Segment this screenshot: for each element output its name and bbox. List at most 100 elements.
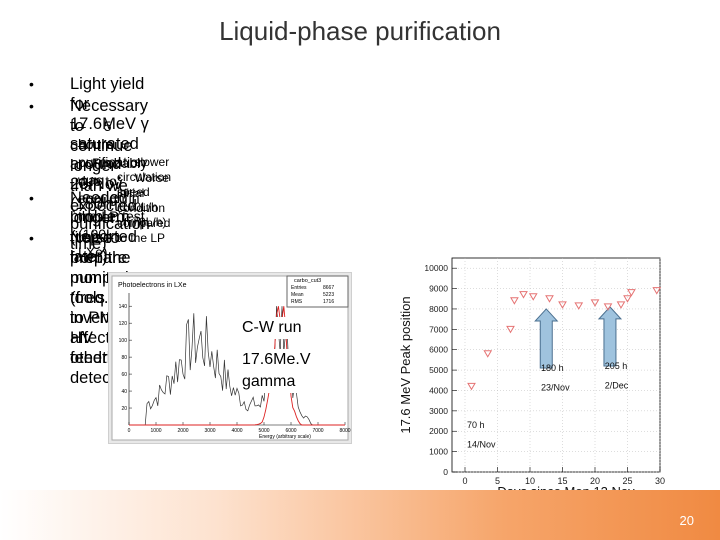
plot-annotation: 70 h	[467, 420, 485, 430]
data-point	[558, 301, 567, 309]
bullet-marker: –	[78, 137, 86, 153]
hist-x-tick-label: 0	[128, 428, 131, 434]
y-tick-label: 4000	[429, 385, 448, 395]
hist-x-tick-label: 2000	[177, 428, 188, 434]
y-axis-label: 17.6 MeV Peak position	[398, 296, 413, 433]
data-point	[467, 382, 476, 391]
y-tick-label: 2000	[429, 426, 448, 436]
y-tick-label: 5000	[429, 365, 448, 375]
page-number: 20	[679, 513, 694, 528]
bullet-text: problem (reported later)	[70, 208, 137, 266]
x-tick-label: 15	[557, 476, 567, 486]
bullet-text: Worse initial condition compared to the …	[117, 171, 171, 245]
hist-x-tick-label: 1000	[150, 428, 161, 434]
hist-y-tick-label: 40	[121, 389, 127, 395]
y-tick-label: 9000	[429, 284, 448, 294]
annotation-gamma: 17.6Me.V gamma	[242, 349, 311, 393]
hist-x-tick-label: 4000	[231, 428, 242, 434]
hist-y-tick-label: 100	[119, 338, 128, 344]
data-point	[590, 299, 600, 307]
data-point	[574, 302, 584, 310]
plot-annotation: 2/Dec	[605, 380, 629, 390]
y-tick-label: 8000	[429, 304, 448, 314]
annotation-gamma-line1: 17.6Me.V	[242, 351, 311, 368]
plot-annotation: 23/Nov	[541, 382, 570, 392]
plot-annotation: 205 h	[605, 361, 628, 371]
sub-bullet-lp-test: – 5 hours purification was enough in the…	[78, 117, 146, 261]
hist-y-tick-label: 20	[121, 406, 127, 412]
y-tick-label: 0	[443, 467, 448, 477]
y-tick-label: 7000	[429, 324, 448, 334]
hist-y-tick-label: 120	[119, 321, 128, 327]
plot-annotation: 180 h	[541, 363, 564, 373]
bullet-monitoring-tools-cont: problem (reported later)	[70, 207, 137, 267]
bullet-marker: –	[78, 118, 86, 134]
bullet-text: Probably due to	[78, 155, 148, 189]
bullet-continue-longer: • Necessary to continue longer than we e…	[29, 96, 148, 216]
hist-x-tick-label: 3000	[204, 428, 215, 434]
x-tick-label: 30	[655, 476, 665, 486]
data-point	[545, 295, 554, 303]
x-tick-label: 20	[590, 476, 600, 486]
footer-band: 20	[0, 490, 720, 540]
bullet-marker: •	[117, 155, 122, 169]
hist-x-tick-label: 8000	[339, 428, 350, 434]
bullet-text: 5 hours purification was enough in the L…	[78, 118, 146, 260]
sub-sub-bullet-circulation: • slower circulation speed (100L/h → 70L…	[117, 155, 171, 230]
y-tick-label: 10000	[424, 263, 448, 273]
bullet-light-yield: • Light yield for 17.6MeV γ saturated ar…	[29, 74, 150, 254]
sub-sub-bullet-initial-condition: • Worse initial condition compared to th…	[117, 171, 170, 246]
data-point	[603, 303, 613, 311]
bullet-text: Light yield for 17.6MeV γ saturated arou…	[70, 75, 150, 253]
histogram-black-curve	[129, 306, 345, 426]
bullet-text: slower circulation speed (100L/h → 70L/h…	[117, 155, 172, 229]
bullet-marker: •	[29, 98, 34, 114]
up-arrow	[597, 306, 623, 367]
hist-y-tick-label: 140	[119, 304, 128, 310]
data-point	[623, 295, 632, 303]
data-point	[510, 297, 519, 305]
x-tick-label: 0	[462, 476, 467, 486]
annotation-cw-run: C-W run	[242, 317, 302, 339]
hist-y-tick-label: 60	[121, 372, 127, 378]
y-tick-label: 6000	[429, 345, 448, 355]
data-point	[483, 350, 493, 358]
stats-rms-label: RMS	[291, 299, 303, 305]
x-tick-label: 10	[525, 476, 535, 486]
stats-rms-value: 1716	[323, 299, 334, 305]
plot-frame	[451, 257, 661, 473]
data-point	[528, 293, 538, 301]
stats-mean-value: 5223	[323, 292, 334, 298]
sub-bullet-probably: – Probably due to	[78, 136, 147, 190]
data-point	[519, 291, 528, 299]
y-tick-label: 3000	[429, 406, 448, 416]
bullet-marker: •	[29, 230, 34, 246]
bullet-marker: •	[29, 190, 34, 206]
bullet-marker: •	[29, 76, 34, 92]
histogram-title: Photoelectrons in LXe	[118, 282, 187, 289]
stats-box	[286, 275, 349, 308]
peak-position-chart: 0 1000 2000 3000 4000 5000 6000 7000 8000 9000 100…	[396, 250, 672, 500]
data-point	[506, 325, 515, 334]
stats-mean-label: Mean	[291, 292, 304, 298]
data-point	[627, 289, 636, 297]
stats-entries-label: Entries	[291, 285, 307, 291]
annotation-gamma-line2: gamma	[242, 373, 296, 390]
histogram-x-label: Energy (arbitrary scale)	[259, 434, 311, 440]
hist-y-tick-label: 80	[121, 355, 127, 361]
slide-title: Liquid-phase purification	[219, 16, 501, 46]
data-point	[652, 287, 662, 295]
bullet-text: Necessary to continue longer than we exp…	[70, 97, 148, 215]
up-arrow	[534, 308, 559, 369]
stats-entries-value: 8667	[323, 285, 334, 291]
x-tick-label: 5	[495, 476, 500, 486]
hist-x-tick-label: 6000	[285, 428, 296, 434]
photoelectron-histogram: Photoelectrons in LXe carbo_cut3 Entries…	[108, 272, 352, 444]
x-tick-label: 25	[622, 476, 632, 486]
y-tick-label: 1000	[429, 447, 448, 457]
plot-annotation: 14/Nov	[467, 440, 496, 450]
hist-x-tick-label: 7000	[312, 428, 323, 434]
histogram-red-curve	[129, 306, 345, 426]
data-point	[616, 301, 626, 309]
stats-name: carbo_cut3	[294, 278, 321, 284]
